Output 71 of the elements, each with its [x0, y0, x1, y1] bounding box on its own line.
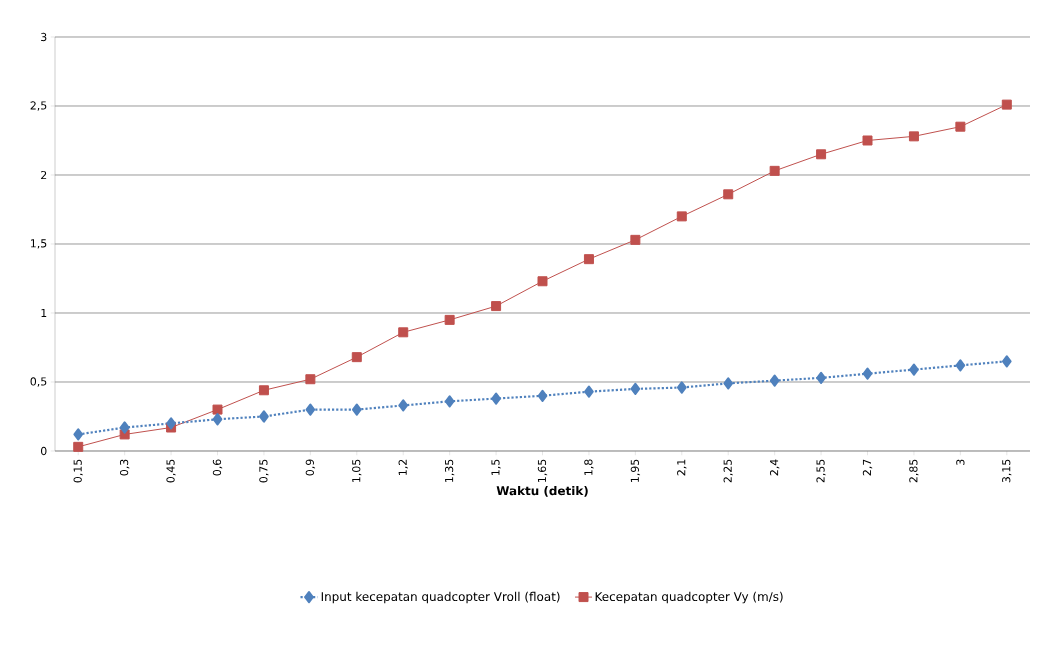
- x-tick-label: 1,95: [630, 459, 641, 482]
- point: [862, 367, 873, 380]
- x-tick-label: 3: [956, 459, 965, 465]
- x-tick-label: 0,6: [212, 459, 223, 476]
- y-tick-label: 0,5: [30, 377, 47, 387]
- point: [955, 121, 966, 132]
- x-tick-label: 1,8: [584, 459, 594, 475]
- x-tick-label: 2,25: [723, 459, 733, 483]
- point: [955, 359, 966, 372]
- y-tick-label: 2: [41, 170, 47, 180]
- x-tick-label: 2,85: [909, 459, 919, 483]
- point: [351, 352, 362, 363]
- y-tick-label: 3: [41, 32, 47, 42]
- point: [491, 392, 501, 405]
- point: [444, 395, 455, 408]
- point: [816, 149, 827, 160]
- x-tick-label: 0,15: [73, 459, 83, 483]
- point: [769, 165, 780, 176]
- point: [908, 131, 919, 142]
- point: [584, 385, 594, 398]
- x-tick-label: 2,4: [769, 459, 780, 476]
- point: [676, 381, 687, 394]
- point: [1001, 99, 1012, 110]
- point: [398, 327, 409, 338]
- x-tick-label: 1,5: [491, 459, 501, 475]
- x-tick-label: 2,55: [816, 459, 826, 483]
- x-tick-label: 2,7: [862, 459, 873, 476]
- point: [723, 189, 734, 200]
- point: [816, 371, 826, 384]
- point: [1001, 355, 1012, 368]
- point: [630, 382, 641, 395]
- point: [305, 374, 316, 385]
- point: [537, 276, 548, 287]
- x-tick-label: 0,9: [305, 459, 316, 476]
- x-tick-label: 0,45: [166, 459, 176, 483]
- point: [305, 403, 316, 416]
- point: [259, 410, 269, 423]
- point: [491, 301, 502, 312]
- point: [119, 421, 130, 434]
- point: [212, 404, 223, 415]
- x-tick-label: 1,35: [444, 459, 455, 482]
- point: [769, 374, 780, 387]
- point: [73, 441, 84, 452]
- point: [444, 314, 455, 325]
- y-tick-label: 1: [41, 309, 47, 317]
- point: [723, 377, 734, 390]
- legend-label: Kecepatan quadcopter Vy (m/s): [595, 591, 783, 604]
- x-tick-label: 0,75: [259, 459, 269, 483]
- point: [351, 403, 362, 416]
- point: [909, 363, 919, 376]
- x-tick-label: 0,3: [119, 459, 130, 476]
- point: [537, 389, 548, 402]
- point: [166, 417, 176, 430]
- x-tick-label: 1,65: [537, 459, 548, 482]
- point: [676, 211, 687, 222]
- point: [862, 135, 873, 146]
- legend-label: Input kecepatan quadcopter Vroll (float): [321, 591, 560, 604]
- point: [73, 428, 84, 441]
- point: [583, 254, 594, 265]
- x-tick-label: 1,05: [352, 459, 362, 482]
- point: [398, 399, 409, 412]
- y-tick-label: 1,5: [31, 239, 47, 249]
- point: [630, 234, 641, 245]
- point: [212, 413, 223, 426]
- point: [258, 385, 269, 396]
- x-tick-label: 2,1: [677, 459, 687, 476]
- x-tick-label: 1,2: [398, 459, 408, 475]
- x-tick-label: 3,15: [1002, 459, 1012, 483]
- y-tick-label: 2,5: [30, 101, 47, 111]
- x-axis-title: Waktu (detik): [496, 486, 588, 497]
- y-tick-label: 0: [40, 446, 47, 456]
